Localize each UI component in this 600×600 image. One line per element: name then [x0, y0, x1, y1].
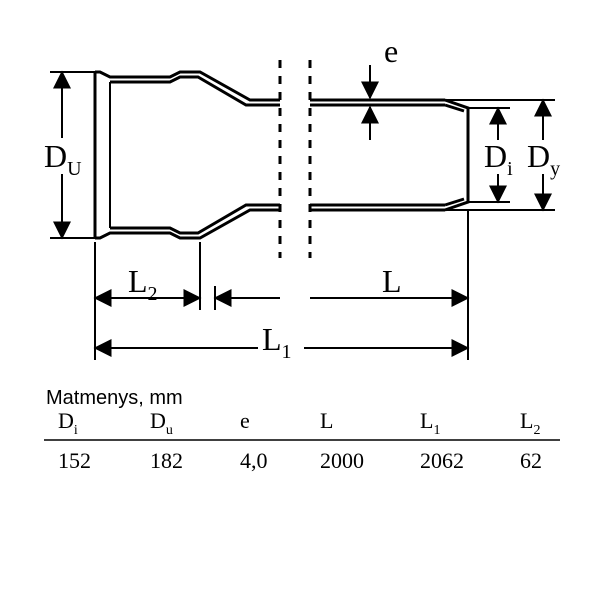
label-Dy: Dy [524, 138, 568, 180]
table-cell-3: 2000 [320, 448, 364, 473]
table-cell-0: 152 [58, 448, 91, 473]
label-e: e [384, 33, 398, 69]
table-cell-5: 62 [520, 448, 542, 473]
label-Di: Di [480, 138, 520, 180]
label-Du: DU [40, 138, 88, 180]
label-L1: L1 [258, 321, 304, 363]
label-L: L [382, 263, 402, 299]
table-col-1: Du [150, 408, 173, 438]
table-cell-4: 2062 [420, 448, 464, 473]
table-col-5: L2 [520, 408, 540, 438]
table-col-4: L1 [420, 408, 440, 438]
pipe-drawing [95, 60, 468, 258]
table-col-0: Di [58, 408, 78, 438]
table-data-row: 152 182 4,0 2000 2062 62 [58, 448, 542, 473]
table-caption: Matmenys, mm [46, 387, 183, 409]
table-cell-1: 182 [150, 448, 183, 473]
dim-L [215, 210, 468, 310]
table-col-3: L [320, 408, 333, 433]
label-L2: L2 [128, 263, 158, 305]
table-header-row: Di Du e L L1 L2 [58, 408, 540, 438]
figure: e DU Di Dy L2 L [0, 0, 600, 600]
table-cell-2: 4,0 [240, 448, 268, 473]
table-col-2: e [240, 408, 250, 433]
